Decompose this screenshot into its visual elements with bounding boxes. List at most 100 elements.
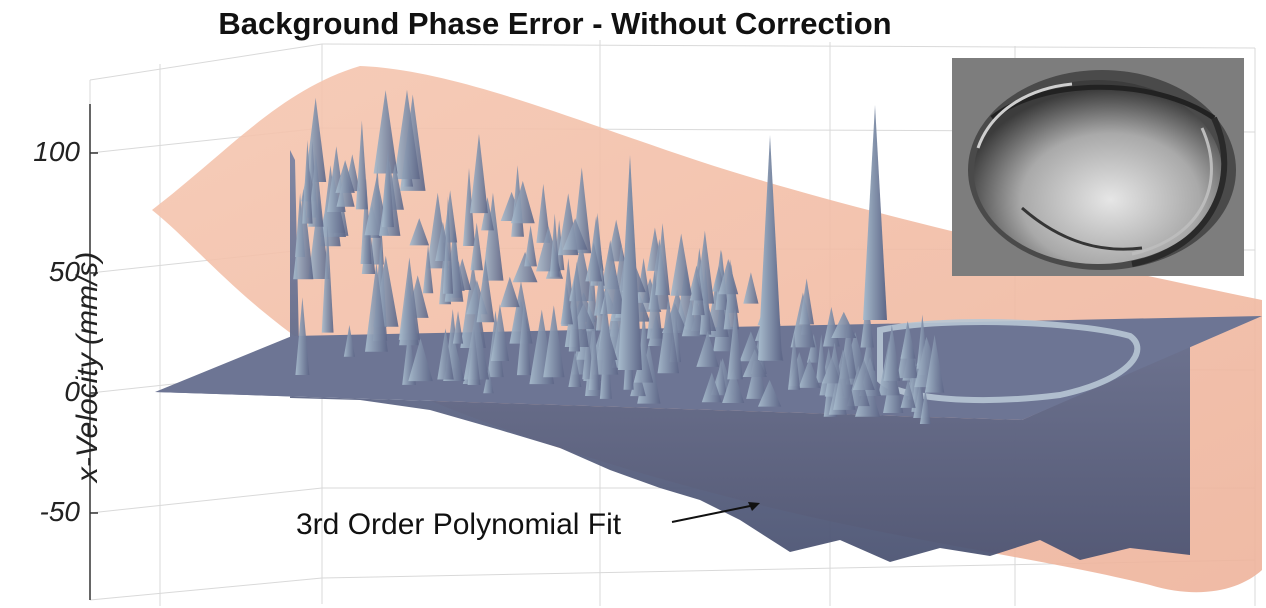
y-tick-label: 100 bbox=[33, 136, 80, 167]
velocity-spike bbox=[718, 258, 739, 295]
velocity-spike bbox=[863, 105, 887, 320]
velocity-spike bbox=[452, 311, 464, 344]
velocity-spike bbox=[758, 135, 782, 360]
grid-line bbox=[321, 43, 1256, 49]
y-axis-label: x-Velocity (mm/s) bbox=[71, 251, 104, 483]
velocity-spike bbox=[701, 372, 722, 403]
velocity-spike bbox=[467, 328, 481, 386]
velocity-spike bbox=[815, 334, 827, 383]
velocity-spike bbox=[593, 314, 619, 375]
velocity-spikes bbox=[293, 89, 945, 424]
velocity-spike bbox=[900, 379, 916, 408]
velocity-spike bbox=[696, 331, 719, 367]
velocity-spike bbox=[463, 309, 490, 380]
annotation-arrow bbox=[671, 504, 756, 523]
velocity-spike bbox=[788, 333, 801, 390]
velocity-spike bbox=[512, 251, 538, 283]
velocity-spike bbox=[336, 169, 355, 207]
velocity-spike bbox=[360, 178, 372, 264]
velocity-spike bbox=[670, 233, 692, 296]
velocity-spike bbox=[588, 324, 600, 390]
velocity-spike bbox=[883, 324, 901, 381]
velocity-spike bbox=[482, 192, 504, 281]
velocity-spike bbox=[743, 272, 759, 304]
velocity-spike bbox=[481, 197, 494, 231]
velocity-spike bbox=[852, 359, 875, 390]
velocity-spike bbox=[408, 338, 433, 382]
velocity-spike bbox=[462, 167, 476, 247]
velocity-spike bbox=[560, 283, 573, 325]
phase-image bbox=[952, 58, 1244, 276]
velocity-spike bbox=[585, 242, 603, 282]
velocity-spike bbox=[646, 270, 663, 339]
velocity-surface-wall bbox=[155, 150, 1190, 562]
velocity-spike bbox=[398, 257, 420, 340]
velocity-spike bbox=[722, 368, 745, 403]
y-tick-label: 50 bbox=[48, 256, 80, 287]
velocity-spike bbox=[499, 276, 520, 308]
velocity-spike bbox=[510, 180, 535, 224]
velocity-spike bbox=[655, 223, 670, 296]
velocity-spike bbox=[543, 305, 565, 378]
velocity-spike bbox=[657, 297, 680, 374]
grid-line bbox=[89, 577, 323, 601]
velocity-spike bbox=[742, 349, 767, 378]
velocity-spike bbox=[373, 90, 398, 174]
velocity-spike bbox=[476, 259, 495, 323]
velocity-spike bbox=[305, 97, 327, 182]
velocity-spike bbox=[470, 133, 488, 214]
velocity-spike bbox=[860, 295, 874, 348]
annotation-arrowhead bbox=[748, 502, 760, 511]
velocity-spike bbox=[714, 359, 727, 396]
velocity-spike bbox=[343, 324, 355, 357]
velocity-spike bbox=[483, 367, 494, 394]
annotation-label: 3rd Order Polynomial Fit bbox=[296, 508, 622, 541]
velocity-spike bbox=[490, 304, 510, 361]
velocity-spike bbox=[365, 262, 388, 352]
velocity-spike bbox=[394, 89, 420, 180]
velocity-spike bbox=[633, 343, 654, 383]
grid-line bbox=[89, 43, 323, 81]
velocity-spike bbox=[798, 358, 821, 388]
velocity-spike bbox=[321, 225, 334, 333]
velocity-ring bbox=[877, 319, 1141, 403]
velocity-spike bbox=[600, 260, 626, 314]
velocity-spike bbox=[382, 148, 394, 228]
velocity-spike bbox=[924, 334, 945, 393]
velocity-spike bbox=[524, 225, 537, 267]
velocity-spike bbox=[302, 139, 313, 224]
velocity-spike bbox=[821, 357, 842, 384]
velocity-spike bbox=[855, 376, 881, 417]
velocity-spike bbox=[799, 278, 814, 325]
y-tick-label: -50 bbox=[39, 496, 80, 527]
velocity-spike bbox=[549, 213, 560, 277]
velocity-spike bbox=[295, 297, 310, 376]
velocity-spike bbox=[727, 308, 743, 380]
phase-image-inset bbox=[952, 58, 1244, 276]
velocity-spike bbox=[562, 218, 588, 250]
velocity-spike bbox=[689, 274, 704, 301]
y-tick-label: 0 bbox=[64, 376, 80, 407]
velocity-spike bbox=[409, 218, 430, 246]
chart-title: Background Phase Error - Without Correct… bbox=[218, 6, 892, 41]
velocity-spike bbox=[470, 222, 483, 271]
velocity-spike bbox=[806, 333, 821, 363]
zero-plane bbox=[155, 316, 1262, 420]
velocity-spike bbox=[355, 120, 368, 210]
velocity-spike bbox=[568, 351, 582, 387]
velocity-spike bbox=[516, 299, 532, 376]
velocity-spike bbox=[568, 278, 581, 352]
velocity-spike bbox=[509, 280, 533, 344]
velocity-spike bbox=[308, 195, 330, 280]
velocity-spike bbox=[442, 196, 454, 294]
velocity-spike bbox=[746, 356, 767, 399]
velocity-spike bbox=[757, 379, 782, 407]
velocity-spike bbox=[293, 188, 314, 280]
velocity-spike bbox=[536, 183, 551, 243]
velocity-spike bbox=[422, 244, 434, 294]
velocity-spike bbox=[618, 155, 642, 370]
velocity-spike bbox=[308, 153, 324, 227]
y-axis-ticks bbox=[90, 152, 98, 514]
velocity-spike bbox=[919, 389, 931, 424]
